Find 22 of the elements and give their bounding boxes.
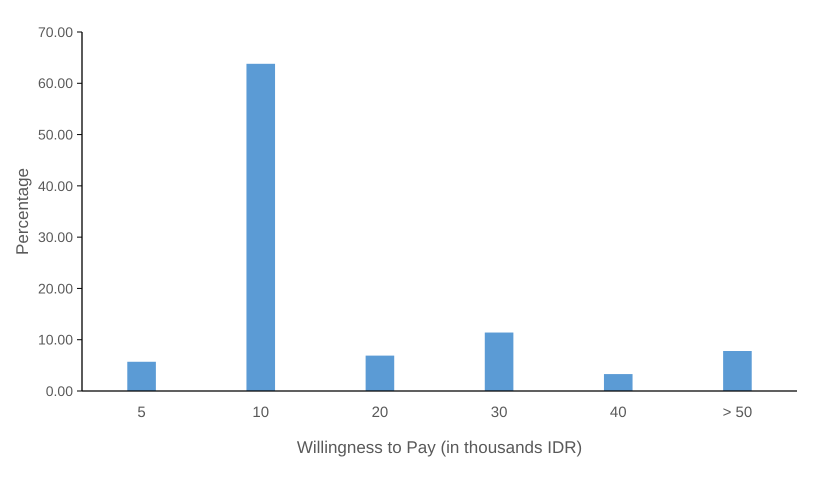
y-tick-label: 20.00: [38, 280, 74, 296]
y-tick-label: 60.00: [38, 75, 74, 92]
y-tick-label: 0.00: [46, 382, 74, 399]
x-tick-label: 40: [610, 404, 627, 421]
bar: [246, 64, 276, 391]
y-tick-label: 40.00: [38, 178, 74, 194]
x-tick-label: 10: [252, 404, 270, 421]
y-tick-label: 70.00: [38, 24, 74, 40]
y-axis-title: Percentage: [13, 168, 32, 255]
x-axis-title: Willingness to Pay (in thousands IDR): [296, 438, 582, 457]
bar: [484, 332, 514, 391]
bar: [366, 356, 394, 391]
y-tick-label: 50.00: [38, 126, 74, 142]
y-tick-label: 10.00: [38, 332, 74, 348]
y-tick-label: 30.00: [38, 229, 74, 246]
bar: [723, 350, 752, 391]
x-tick-label: 30: [490, 404, 508, 421]
bar: [604, 374, 633, 391]
x-tick-label: 5: [137, 404, 146, 421]
bar: [127, 362, 156, 391]
x-tick-label: > 50: [722, 404, 752, 421]
x-tick-label: 20: [372, 404, 388, 421]
